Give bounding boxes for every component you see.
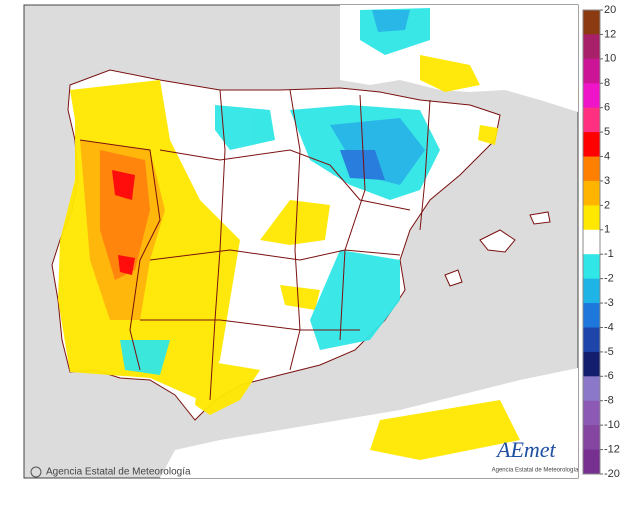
colorbar-swatch: [583, 400, 600, 426]
credit: Agencia Estatal de Meteorología: [30, 466, 191, 478]
colorbar-tick-label: 3: [604, 175, 610, 187]
colorbar-swatch: [583, 449, 600, 475]
cool-anomalies: [120, 8, 440, 375]
colorbar-swatch: [583, 278, 600, 304]
colorbar-tick-label: -4: [604, 321, 614, 333]
colorbar: 20 12 10 8 6 5 4 3 2 1 -1 -2 -3 -4 -5 -6 -8 -10 -12 -20: [582, 4, 620, 480]
logo-subtitle: Agencia Estatal de Meteorología: [492, 468, 579, 474]
colorbar-swatch: [583, 376, 600, 402]
colorbar-swatch: [583, 34, 600, 60]
colorbar-tick-label: -6: [604, 370, 614, 382]
colorbar-swatch: [583, 327, 600, 353]
colorbar-swatch: [583, 83, 600, 109]
colorbar-tick-label: 5: [604, 126, 610, 138]
ibiza: [444, 269, 463, 287]
borders: [79, 89, 431, 401]
colorbar-tick-label: -3: [604, 297, 614, 309]
colorbar-swatch: [583, 425, 600, 451]
colorbar-swatch: [583, 254, 600, 280]
colorbar-swatch: [583, 10, 600, 35]
colorbar-tick-label: 2: [604, 199, 610, 211]
mallorca: [479, 229, 516, 253]
colorbar-swatch: [583, 132, 600, 158]
map: [23, 4, 579, 479]
colorbar-tick-label: 8: [604, 77, 610, 89]
colorbar-tick-label: 1: [604, 224, 610, 236]
logo: AEmet Agencia Estatal de Meteorología: [492, 437, 579, 474]
colorbar-swatch: [583, 205, 600, 231]
colorbar-frame: [582, 9, 601, 475]
colorbar-swatch: [583, 58, 600, 84]
colorbar-tick-label: -5: [604, 346, 614, 358]
colorbar-swatch: [583, 180, 600, 206]
colorbar-tick-label: 10: [604, 53, 616, 65]
colorbar-tick-label: -12: [604, 443, 620, 455]
colorbar-swatch: [583, 107, 600, 133]
colorbar-tick-label: 20: [604, 4, 616, 16]
copyright-icon: [30, 466, 42, 478]
colorbar-swatch: [583, 229, 600, 255]
colorbar-tick-label: 4: [604, 150, 610, 162]
colorbar-tick-label: -1: [604, 248, 614, 260]
colorbar-tick-label: 12: [604, 28, 616, 40]
colorbar-swatch: [583, 351, 600, 377]
logo-name: AEmet: [495, 437, 557, 462]
menorca: [529, 211, 551, 225]
credit-text: Agencia Estatal de Meteorología: [46, 467, 191, 478]
colorbar-swatch: [583, 303, 600, 328]
colorbar-tick-label: -2: [604, 273, 614, 285]
colorbar-tick-label: -8: [604, 395, 614, 407]
colorbar-tick-label: -20: [604, 468, 620, 480]
colorbar-tick-label: 6: [604, 102, 610, 114]
africa: [160, 368, 578, 478]
colorbar-swatch: [583, 156, 600, 182]
colorbar-tick-label: -10: [604, 419, 620, 431]
